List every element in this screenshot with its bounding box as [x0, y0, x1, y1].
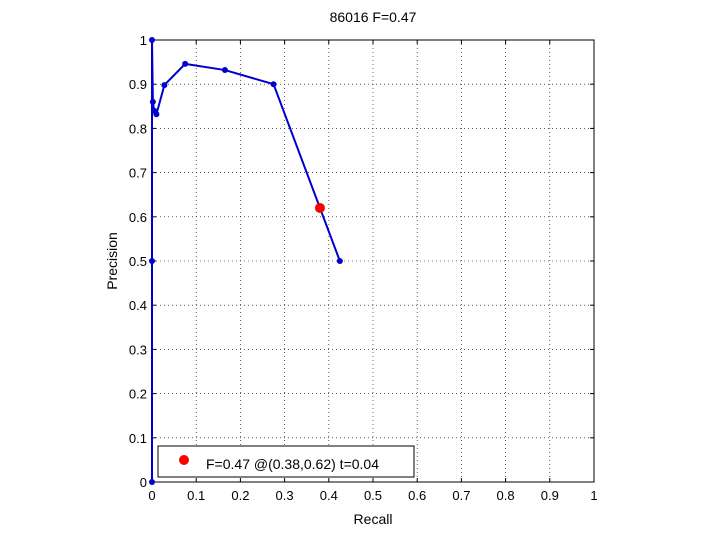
x-tick-label: 0.5 — [364, 488, 382, 503]
pr-curve-point — [182, 60, 189, 67]
y-tick-label: 0.7 — [129, 166, 147, 181]
y-tick-label: 0.8 — [129, 121, 147, 136]
x-tick-label: 0.4 — [320, 488, 338, 503]
legend: F=0.47 @(0.38,0.62) t=0.04 — [157, 445, 415, 478]
x-tick-label: 0.2 — [231, 488, 249, 503]
pr-curve-point — [270, 81, 277, 88]
legend-marker — [179, 455, 189, 465]
y-tick-label: 0.6 — [129, 210, 147, 225]
y-tick-label: 1 — [140, 33, 147, 48]
grid-layer — [152, 40, 594, 482]
pr-curve-point — [149, 98, 156, 105]
pr-curve-point — [149, 479, 155, 485]
y-tick-label: 0.3 — [129, 342, 147, 357]
x-tick-label: 0 — [148, 488, 155, 503]
y-tick-label: 0.9 — [129, 77, 147, 92]
highlight-layer — [314, 202, 325, 213]
series-layer — [149, 37, 343, 485]
y-axis-title: Precision — [104, 232, 120, 290]
x-tick-label: 0.3 — [276, 488, 294, 503]
x-tick-label: 0.9 — [541, 488, 559, 503]
legend-label: F=0.47 @(0.38,0.62) t=0.04 — [206, 456, 379, 472]
y-tick-label: 0.1 — [129, 431, 147, 446]
x-tick-label: 0.8 — [497, 488, 515, 503]
y-tick-label: 0 — [140, 475, 147, 490]
pr-curve-point — [336, 258, 343, 264]
pr-curve-point — [161, 82, 168, 89]
x-tick-label: 0.1 — [187, 488, 205, 503]
pr-curve-point — [149, 258, 155, 264]
pr-curve-point — [221, 67, 228, 74]
pr-curve-point — [149, 37, 155, 43]
best-f-point — [314, 202, 325, 213]
y-tick-label: 0.5 — [129, 254, 147, 269]
pr-curve-point — [153, 111, 160, 118]
y-tick-label: 0.4 — [129, 298, 147, 313]
tick-layer: 0 0.1 0.2 0.3 0.4 0.5 0.6 0.7 0.8 0.9 1 0 0.1 0.2 0.3 0… — [129, 33, 598, 503]
x-tick-label: 1 — [590, 488, 597, 503]
x-axis-title: Recall — [354, 511, 393, 527]
x-tick-label: 0.6 — [408, 488, 426, 503]
legend-box — [157, 445, 415, 478]
x-tick-label: 0.7 — [452, 488, 470, 503]
chart-title: 86016 F=0.47 — [330, 9, 417, 25]
y-tick-label: 0.2 — [129, 387, 147, 402]
